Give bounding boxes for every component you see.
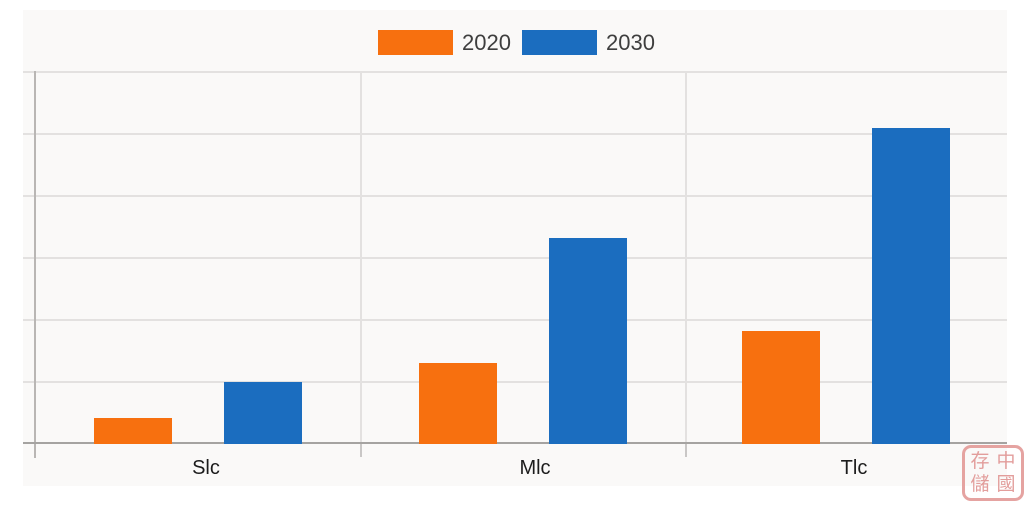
x-axis-label-mlc: Mlc [519, 457, 551, 479]
bar-2030-mlc[interactable] [548, 238, 627, 444]
legend-label-2030: 2030 [606, 30, 655, 55]
gridline-x-separator-1 [360, 71, 362, 443]
gridline-y-60 [23, 71, 1007, 73]
bar-2020-tlc[interactable] [742, 331, 820, 444]
x-axis-label-tlc: Tlc [840, 457, 868, 479]
gridline-y-10 [23, 381, 1007, 383]
bar-2030-tlc[interactable] [872, 128, 950, 444]
x-axis-line [23, 441, 1007, 444]
bar-2020-slc[interactable] [93, 417, 172, 444]
legend-label-2020: 2020 [462, 30, 511, 55]
stamp-char: 儲 [970, 473, 990, 495]
bar-2030-slc[interactable] [223, 382, 302, 444]
stamp-char: 中 [996, 450, 1016, 472]
x-axis-tick-1 [360, 443, 362, 457]
legend-swatch-2020 [378, 30, 453, 55]
gridline-y-30 [23, 257, 1007, 259]
chart-panel [23, 10, 1007, 486]
y-axis-line [34, 71, 36, 458]
gridline-y-40 [23, 195, 1007, 197]
legend-item-2030[interactable]: 2030 [522, 30, 655, 55]
gridline-x-separator-2 [685, 71, 687, 443]
stamp-char: 國 [996, 473, 1016, 495]
gridline-y-50 [23, 133, 1007, 135]
watermark-stamp: 存 中 儲 國 [962, 445, 1024, 501]
legend-swatch-2030 [522, 30, 597, 55]
legend-item-2020[interactable]: 2020 [378, 30, 511, 55]
stamp-char: 存 [970, 450, 990, 472]
gridline-y-20 [23, 319, 1007, 321]
bar-2020-mlc[interactable] [418, 362, 497, 444]
x-axis-tick-2 [685, 443, 687, 457]
x-axis-label-slc: Slc [192, 457, 220, 479]
